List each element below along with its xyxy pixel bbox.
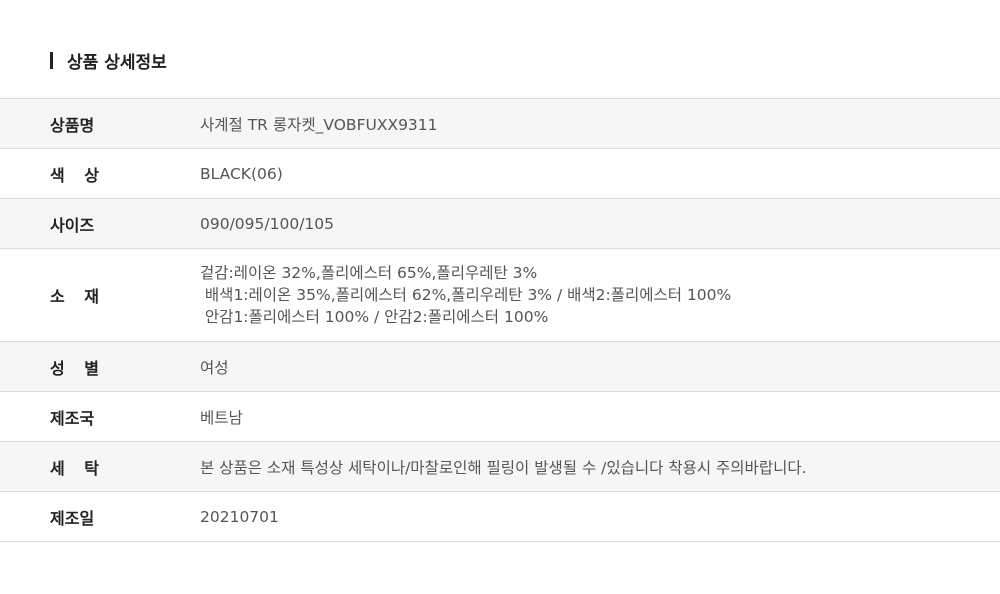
material-line: 배색1:레이온 35%,폴리에스터 62%,폴리우레탄 3% / 배색2:폴리에… xyxy=(200,286,732,304)
row-label: 성 별 xyxy=(50,358,100,378)
row-label: 세 탁 xyxy=(50,458,100,478)
row-value: 090/095/100/105 xyxy=(200,214,335,233)
table-row-product-name: 상품명 사계절 TR 롱자켓_VOBFUXX9311 xyxy=(0,98,1000,149)
table-row-washing: 세 탁 본 상품은 소재 특성상 세탁이나/마찰로인해 필링이 발생될 수 /있… xyxy=(0,441,1000,492)
table-row-size: 사이즈 090/095/100/105 xyxy=(0,198,1000,249)
row-value: 베트남 xyxy=(200,408,243,427)
section-title: 상품 상세정보 xyxy=(50,50,167,73)
product-detail-table: 상품명 사계절 TR 롱자켓_VOBFUXX9311 색 상 BLACK(06)… xyxy=(0,98,1000,542)
row-label: 사이즈 xyxy=(50,215,95,235)
material-line: 겉감:레이온 32%,폴리에스터 65%,폴리우레탄 3% xyxy=(200,264,538,282)
row-label: 제조국 xyxy=(50,408,95,428)
row-label: 색 상 xyxy=(50,165,100,185)
section-title-text: 상품 상세정보 xyxy=(67,52,167,73)
table-row-origin: 제조국 베트남 xyxy=(0,391,1000,442)
row-value: 겉감:레이온 32%,폴리에스터 65%,폴리우레탄 3% 배색1:레이온 35… xyxy=(200,249,1000,342)
table-row-gender: 성 별 여성 xyxy=(0,341,1000,392)
row-value: 여성 xyxy=(200,358,229,377)
table-row-manufacture-date: 제조일 20210701 xyxy=(0,491,1000,542)
row-label: 상품명 xyxy=(50,115,95,135)
row-value: 사계절 TR 롱자켓_VOBFUXX9311 xyxy=(200,115,438,134)
table-row-material: 소 재 겉감:레이온 32%,폴리에스터 65%,폴리우레탄 3% 배색1:레이… xyxy=(0,248,1000,342)
material-line: 안감1:폴리에스터 100% / 안감2:폴리에스터 100% xyxy=(200,308,549,326)
row-label: 소 재 xyxy=(50,287,100,306)
row-value: 본 상품은 소재 특성상 세탁이나/마찰로인해 필링이 발생될 수 /있습니다 … xyxy=(200,458,807,477)
row-value: 20210701 xyxy=(200,507,279,526)
row-label: 제조일 xyxy=(50,508,95,528)
title-bar-marker xyxy=(50,51,53,69)
row-value: BLACK(06) xyxy=(200,164,283,183)
table-row-color: 색 상 BLACK(06) xyxy=(0,148,1000,199)
